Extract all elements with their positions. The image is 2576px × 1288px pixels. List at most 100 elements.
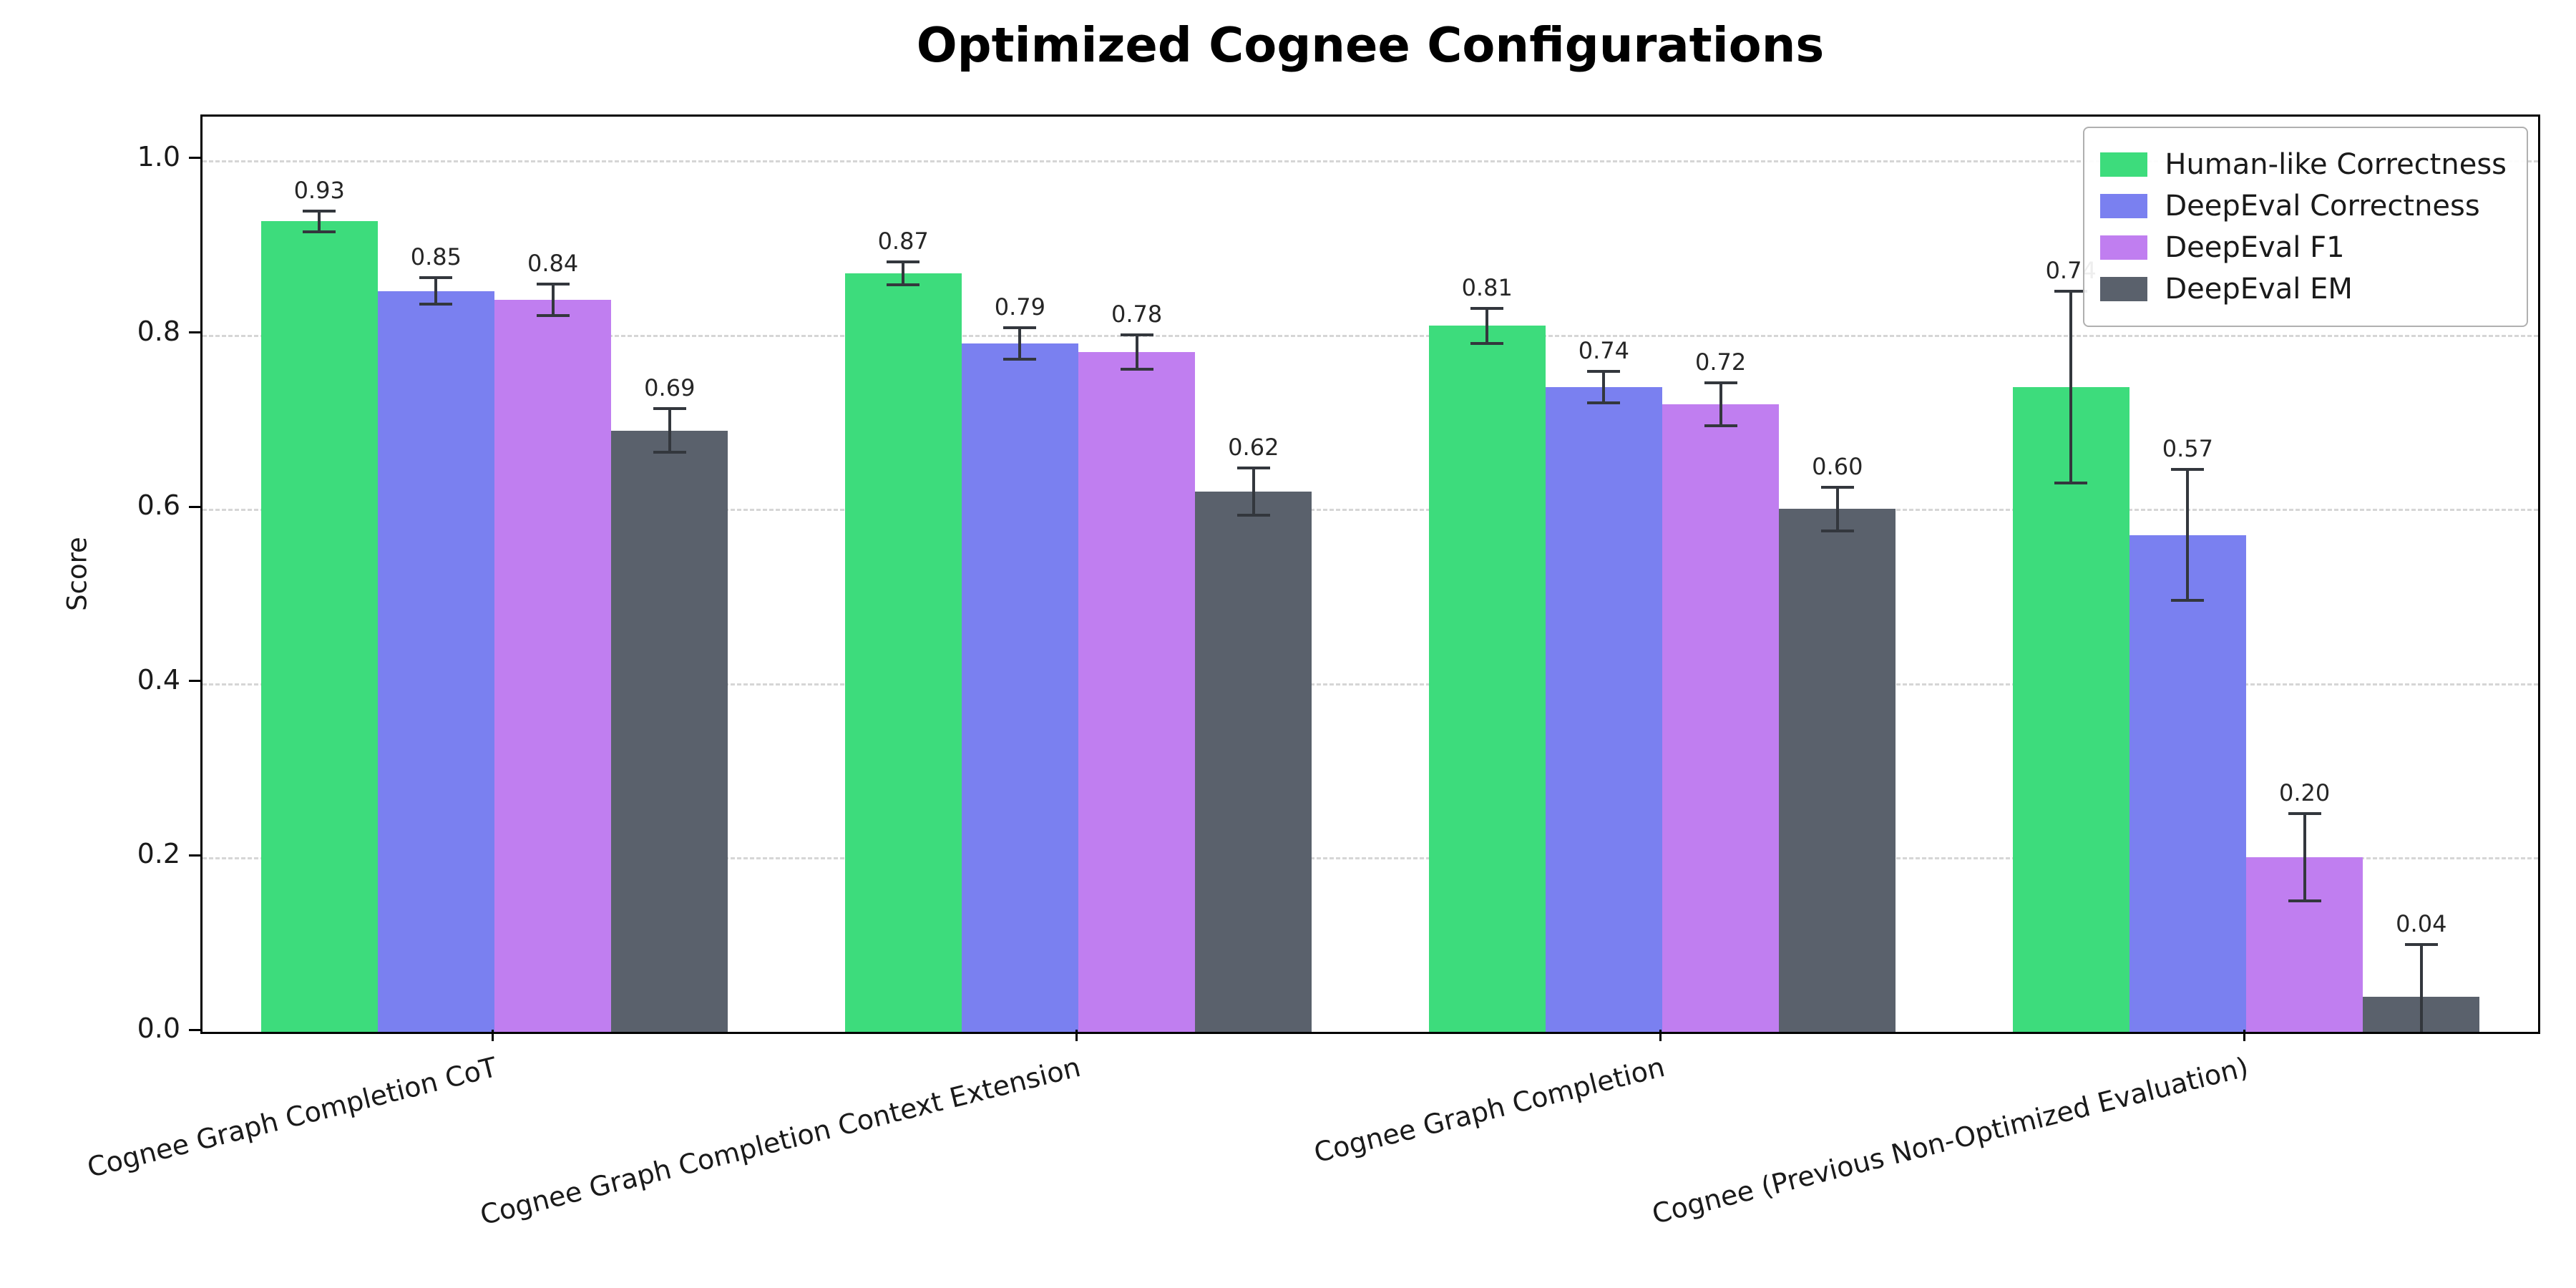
error-bar-cap bbox=[2288, 899, 2321, 903]
y-tick-mark bbox=[189, 1028, 200, 1031]
error-bar-cap bbox=[1236, 466, 1270, 469]
error-bar bbox=[1252, 467, 1255, 515]
value-label: 0.72 bbox=[1694, 348, 1747, 376]
error-bar bbox=[2419, 945, 2423, 1032]
error-bar-cap bbox=[536, 313, 570, 317]
value-label: 0.81 bbox=[1461, 273, 1513, 301]
bar bbox=[611, 430, 728, 1032]
value-label: 0.87 bbox=[877, 228, 929, 255]
error-bar-cap bbox=[1587, 401, 1621, 404]
y-tick-mark bbox=[189, 854, 200, 857]
plot-area: 0.93 0.85 0.84 0.69 0.87 0.79 0.78 0.62 0.81 0.74… bbox=[200, 114, 2540, 1034]
error-bar-cap bbox=[1470, 341, 1504, 345]
error-bar bbox=[1602, 371, 1606, 403]
x-tick-label: Cognee Graph Completion Context Extensio… bbox=[477, 1051, 1084, 1231]
chart-title: Optimized Cognee Configurations bbox=[916, 17, 1825, 73]
legend-swatch bbox=[2100, 152, 2148, 177]
error-bar-cap bbox=[1704, 424, 1737, 428]
x-tick-mark bbox=[491, 1030, 494, 1041]
y-tick-label: 0.4 bbox=[137, 663, 180, 696]
error-bar-cap bbox=[1587, 369, 1621, 373]
bar bbox=[961, 343, 1078, 1032]
x-tick-mark bbox=[2243, 1030, 2245, 1041]
error-bar bbox=[1485, 308, 1489, 343]
bar bbox=[377, 291, 494, 1032]
value-label: 0.93 bbox=[293, 176, 345, 204]
y-axis-label: Score bbox=[62, 537, 93, 611]
y-tick-label: 0.6 bbox=[137, 489, 180, 522]
value-label: 0.57 bbox=[2162, 435, 2214, 463]
value-label: 0.20 bbox=[2278, 779, 2331, 807]
error-bar bbox=[1719, 382, 1722, 426]
error-bar-cap bbox=[2404, 943, 2438, 947]
error-bar bbox=[668, 409, 671, 452]
y-tick-mark bbox=[189, 331, 200, 334]
x-tick-mark bbox=[1659, 1030, 1662, 1041]
error-bar-cap bbox=[1120, 333, 1153, 336]
gridline bbox=[203, 160, 2538, 162]
gridline bbox=[203, 509, 2538, 512]
value-label: 0.69 bbox=[644, 374, 696, 402]
legend-label: DeepEval F1 bbox=[2165, 231, 2345, 264]
error-bar-cap bbox=[1003, 326, 1037, 329]
error-bar-cap bbox=[653, 407, 686, 411]
bar bbox=[1428, 326, 1546, 1032]
x-tick-label: Cognee (Previous Non-Optimized Evaluatio… bbox=[1649, 1051, 2252, 1230]
y-tick-label: 1.0 bbox=[137, 140, 180, 172]
error-bar-cap bbox=[1704, 381, 1737, 384]
value-label: 0.74 bbox=[1578, 336, 1630, 364]
error-bar-cap bbox=[1120, 368, 1153, 371]
error-bar bbox=[1018, 327, 1022, 359]
x-tick-mark bbox=[1075, 1030, 1078, 1041]
legend-swatch bbox=[2100, 277, 2148, 301]
value-label: 0.84 bbox=[527, 249, 579, 277]
error-bar-cap bbox=[1236, 513, 1270, 517]
legend-item: DeepEval EM bbox=[2100, 273, 2507, 306]
bar bbox=[2012, 386, 2129, 1032]
y-tick-label: 0.2 bbox=[137, 838, 180, 870]
bar bbox=[1195, 491, 1312, 1032]
legend-item: Human-like Correctness bbox=[2100, 148, 2507, 181]
error-bar-cap bbox=[887, 260, 920, 264]
value-label: 0.79 bbox=[994, 293, 1046, 321]
bar bbox=[1078, 351, 1196, 1032]
error-bar-cap bbox=[2054, 289, 2088, 293]
legend-label: DeepEval EM bbox=[2165, 273, 2353, 306]
value-label: 0.85 bbox=[410, 243, 462, 271]
error-bar-cap bbox=[536, 282, 570, 286]
y-tick-mark bbox=[189, 680, 200, 683]
legend-item: DeepEval F1 bbox=[2100, 231, 2507, 264]
legend-label: DeepEval Correctness bbox=[2165, 190, 2480, 223]
error-bar bbox=[318, 210, 321, 232]
legend-swatch bbox=[2100, 235, 2148, 260]
x-tick-label: Cognee Graph Completion bbox=[1310, 1051, 1668, 1169]
error-bar-cap bbox=[303, 230, 336, 233]
error-bar-cap bbox=[419, 302, 453, 306]
error-bar bbox=[1835, 487, 1839, 531]
error-bar-cap bbox=[303, 209, 336, 213]
error-bar-cap bbox=[1820, 529, 1854, 532]
error-bar-cap bbox=[653, 450, 686, 454]
gridline bbox=[203, 857, 2538, 860]
legend: Human-like Correctness DeepEval Correctne… bbox=[2083, 127, 2528, 327]
error-bar bbox=[434, 278, 438, 304]
error-bar-cap bbox=[2054, 481, 2088, 484]
bar bbox=[1662, 404, 1780, 1032]
y-tick-mark bbox=[189, 505, 200, 508]
y-tick-label: 0.0 bbox=[137, 1013, 180, 1044]
error-bar bbox=[1135, 334, 1138, 370]
error-bar-cap bbox=[2288, 812, 2321, 816]
y-tick-label: 0.8 bbox=[137, 315, 180, 347]
bar bbox=[844, 273, 962, 1032]
error-bar bbox=[2303, 814, 2306, 902]
bar bbox=[2129, 535, 2246, 1032]
value-label: 0.62 bbox=[1228, 433, 1279, 461]
legend-label: Human-like Correctness bbox=[2165, 148, 2507, 181]
error-bar bbox=[902, 262, 905, 286]
value-label: 0.78 bbox=[1111, 300, 1163, 328]
error-bar-cap bbox=[887, 283, 920, 287]
error-bar-cap bbox=[419, 276, 453, 280]
legend-swatch bbox=[2100, 194, 2148, 218]
error-bar bbox=[2069, 291, 2073, 483]
